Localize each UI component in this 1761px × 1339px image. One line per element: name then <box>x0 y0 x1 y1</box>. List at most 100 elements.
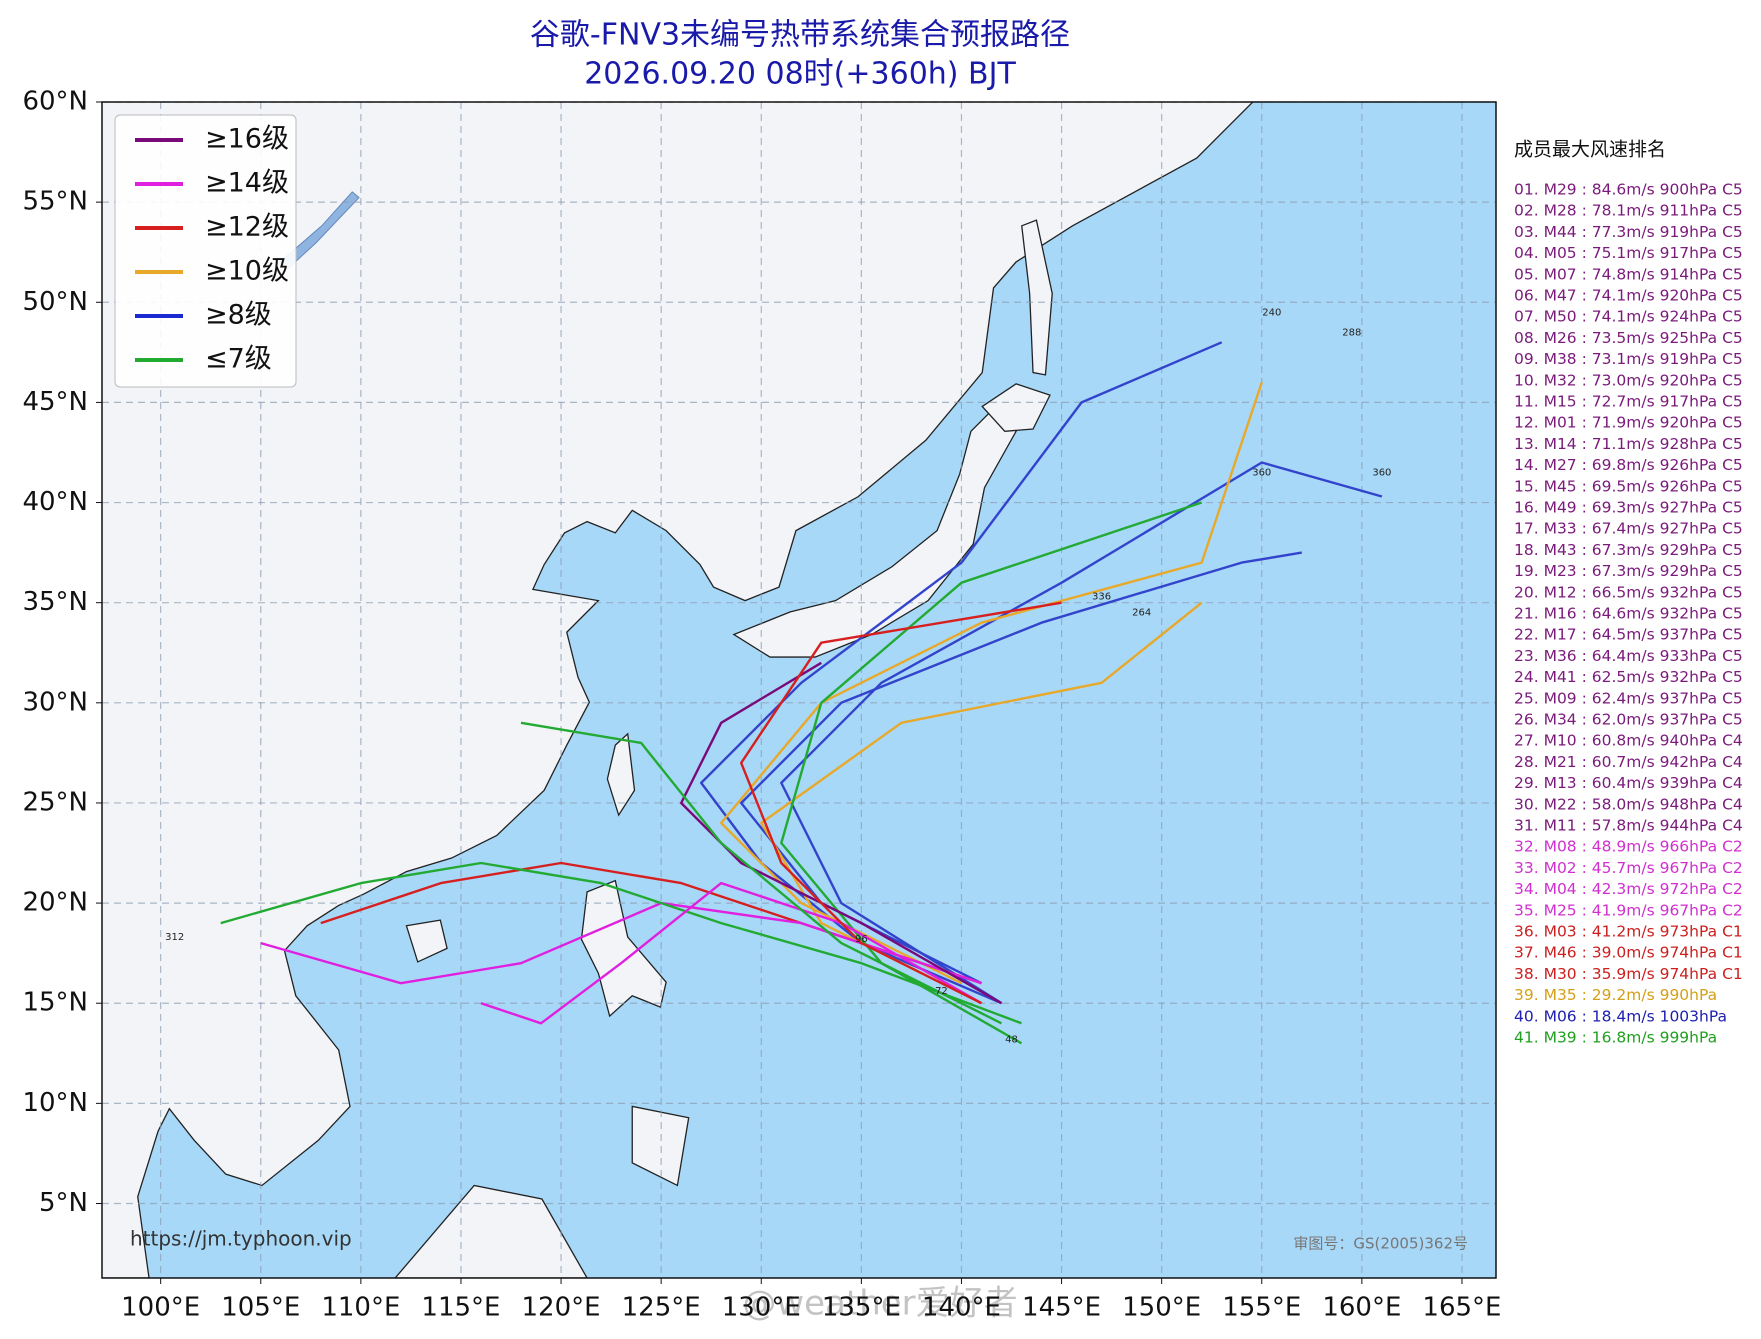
ranking-entry: 19. M23 : 67.3m/s 929hPa C5 <box>1514 562 1743 580</box>
ranking-entry: 27. M10 : 60.8m/s 940hPa C4 <box>1514 732 1743 750</box>
y-tick-label: 35°N <box>22 587 88 617</box>
y-tick-label: 20°N <box>22 888 88 918</box>
x-tick-label: 115°E <box>421 1293 500 1323</box>
time-label: 360 <box>1372 468 1391 479</box>
chart-subtitle: 2026.09.20 08时(+360h) BJT <box>584 57 1016 92</box>
ranking-entry: 09. M38 : 73.1m/s 919hPa C5 <box>1514 350 1743 368</box>
time-label: 360 <box>1252 468 1271 479</box>
time-label: 48 <box>1005 1034 1018 1045</box>
track-line <box>780 461 1383 1005</box>
watermark: @weather爱好者 <box>742 1284 1017 1324</box>
x-tick-label: 105°E <box>221 1293 300 1323</box>
x-tick-label: 120°E <box>522 1293 601 1323</box>
ranking-entry: 34. M04 : 42.3m/s 972hPa C2 <box>1514 880 1743 898</box>
legend-label: ≥10级 <box>205 256 289 287</box>
x-tick-label: 165°E <box>1422 1293 1501 1323</box>
sakhalin <box>1022 220 1052 375</box>
ranking-entry: 05. M07 : 74.8m/s 914hPa C5 <box>1514 265 1743 283</box>
y-tick-label: 40°N <box>22 487 88 517</box>
ranking-entry: 29. M13 : 60.4m/s 939hPa C4 <box>1514 774 1743 792</box>
ranking-entry: 41. M39 : 16.8m/s 999hPa <box>1514 1029 1717 1047</box>
time-label: 312 <box>165 932 184 943</box>
hokkaido <box>982 384 1050 431</box>
y-tick-label: 10°N <box>22 1088 88 1118</box>
track-line <box>480 881 983 1025</box>
x-tick-label: 110°E <box>321 1293 400 1323</box>
x-tick-label: 125°E <box>622 1293 701 1323</box>
hainan <box>406 920 447 962</box>
ranking-entry: 07. M50 : 74.1m/s 924hPa C5 <box>1514 308 1743 326</box>
ranking-entry: 24. M41 : 62.5m/s 932hPa C5 <box>1514 668 1743 686</box>
ranking-entry: 11. M15 : 72.7m/s 917hPa C5 <box>1514 393 1743 411</box>
track-line <box>220 861 1022 1025</box>
time-label: 336 <box>1092 592 1111 603</box>
time-label: 240 <box>1262 307 1281 318</box>
y-tick-label: 30°N <box>22 687 88 717</box>
ranking-entry: 39. M35 : 29.2m/s 990hPa <box>1514 986 1717 1004</box>
ranking-entry: 23. M36 : 64.4m/s 933hPa C5 <box>1514 647 1743 665</box>
ranking-entry: 10. M32 : 73.0m/s 920hPa C5 <box>1514 371 1743 389</box>
ranking-entry: 16. M49 : 69.3m/s 927hPa C5 <box>1514 499 1743 517</box>
x-tick-label: 150°E <box>1122 1293 1201 1323</box>
legend-label: ≥12级 <box>205 212 289 243</box>
y-tick-label: 15°N <box>22 988 88 1018</box>
x-tick-label: 130°E <box>722 1293 801 1323</box>
ranking-entry: 08. M26 : 73.5m/s 925hPa C5 <box>1514 329 1743 347</box>
x-tick-label: 140°E <box>922 1293 1001 1323</box>
track-line <box>780 501 1203 1045</box>
track-line <box>260 901 982 985</box>
ranking-entry: 36. M03 : 41.2m/s 973hPa C1 <box>1514 923 1743 941</box>
y-tick-label: 5°N <box>39 1188 88 1218</box>
chart-title: 谷歌-FNV3未编号热带系统集合预报路径 <box>530 18 1070 53</box>
time-label: 96 <box>855 934 868 945</box>
ranking-entry: 02. M28 : 78.1m/s 911hPa C5 <box>1514 202 1743 220</box>
x-tick-label: 145°E <box>1022 1293 1101 1323</box>
ranking-entry: 38. M30 : 35.9m/s 974hPa C1 <box>1514 965 1743 983</box>
y-tick-label: 25°N <box>22 787 88 817</box>
ranking-entry: 35. M25 : 41.9m/s 967hPa C2 <box>1514 901 1743 919</box>
ranking-entry: 30. M22 : 58.0m/s 948hPa C4 <box>1514 795 1743 813</box>
legend-label: ≥14级 <box>205 168 289 199</box>
x-tick-label: 100°E <box>121 1293 200 1323</box>
track-line <box>760 601 1203 1005</box>
y-tick-label: 60°N <box>22 87 88 117</box>
ranking-entry: 06. M47 : 74.1m/s 920hPa C5 <box>1514 287 1743 305</box>
legend-label: ≥16级 <box>205 124 289 155</box>
y-tick-label: 45°N <box>22 387 88 417</box>
approval-text: 审图号：GS(2005)362号 <box>1293 1235 1468 1253</box>
x-tick-label: 160°E <box>1322 1293 1401 1323</box>
time-label: 72 <box>935 986 948 997</box>
ranking-entry: 03. M44 : 77.3m/s 919hPa C5 <box>1514 223 1743 241</box>
ranking-entry: 32. M08 : 48.9m/s 966hPa C2 <box>1514 838 1743 856</box>
plot-frame <box>101 101 1497 1279</box>
ranking-entry: 15. M45 : 69.5m/s 926hPa C5 <box>1514 477 1743 495</box>
x-tick-label: 155°E <box>1222 1293 1301 1323</box>
ranking-entry: 37. M46 : 39.0m/s 974hPa C1 <box>1514 944 1743 962</box>
source-text: https://jm.typhoon.vip <box>130 1227 352 1251</box>
track-line <box>740 601 1062 1005</box>
ranking-entry: 21. M16 : 64.6m/s 932hPa C5 <box>1514 605 1743 623</box>
mindanao <box>632 1106 688 1185</box>
ranking-entry: 22. M17 : 64.5m/s 937hPa C5 <box>1514 626 1743 644</box>
taiwan <box>607 734 634 815</box>
ranking-entry: 40. M06 : 18.4m/s 1003hPa <box>1514 1007 1727 1025</box>
ranking-entry: 33. M02 : 45.7m/s 967hPa C2 <box>1514 859 1743 877</box>
track-line <box>700 341 1223 1005</box>
ranking-entry: 26. M34 : 62.0m/s 937hPa C5 <box>1514 711 1743 729</box>
ranking-entry: 13. M14 : 71.1m/s 928hPa C5 <box>1514 435 1743 453</box>
borneo <box>395 1185 587 1278</box>
ranking-entry: 17. M33 : 67.4m/s 927hPa C5 <box>1514 520 1743 538</box>
ranking-entry: 18. M43 : 67.3m/s 929hPa C5 <box>1514 541 1743 559</box>
legend-label: ≤7级 <box>205 344 272 375</box>
ranking-entry: 25. M09 : 62.4m/s 937hPa C5 <box>1514 689 1743 707</box>
legend-label: ≥8级 <box>205 300 272 331</box>
time-label: 264 <box>1132 608 1151 619</box>
ranking-entry: 04. M05 : 75.1m/s 917hPa C5 <box>1514 244 1743 262</box>
y-tick-label: 55°N <box>22 187 88 217</box>
tracks-group: 240 288 360 360 264 336 48 72 96 312 <box>165 307 1391 1045</box>
ranking-entry: 12. M01 : 71.9m/s 920hPa C5 <box>1514 414 1743 432</box>
x-tick-label: 135°E <box>822 1293 901 1323</box>
ranking-entry: 01. M29 : 84.6m/s 900hPa C5 <box>1514 181 1743 199</box>
ranking-entry: 28. M21 : 60.7m/s 942hPa C4 <box>1514 753 1743 771</box>
